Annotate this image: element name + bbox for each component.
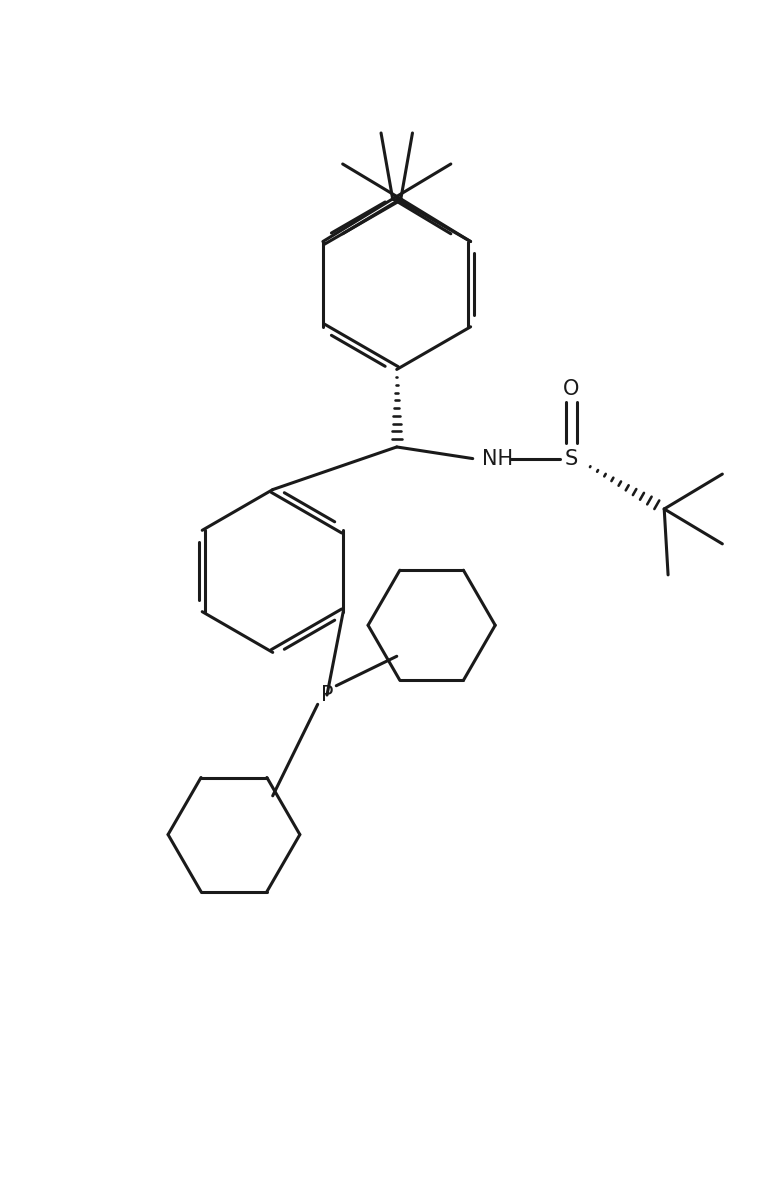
Text: P: P — [321, 685, 333, 706]
Text: S: S — [565, 449, 578, 468]
Text: NH: NH — [482, 449, 513, 468]
Text: O: O — [563, 379, 580, 399]
